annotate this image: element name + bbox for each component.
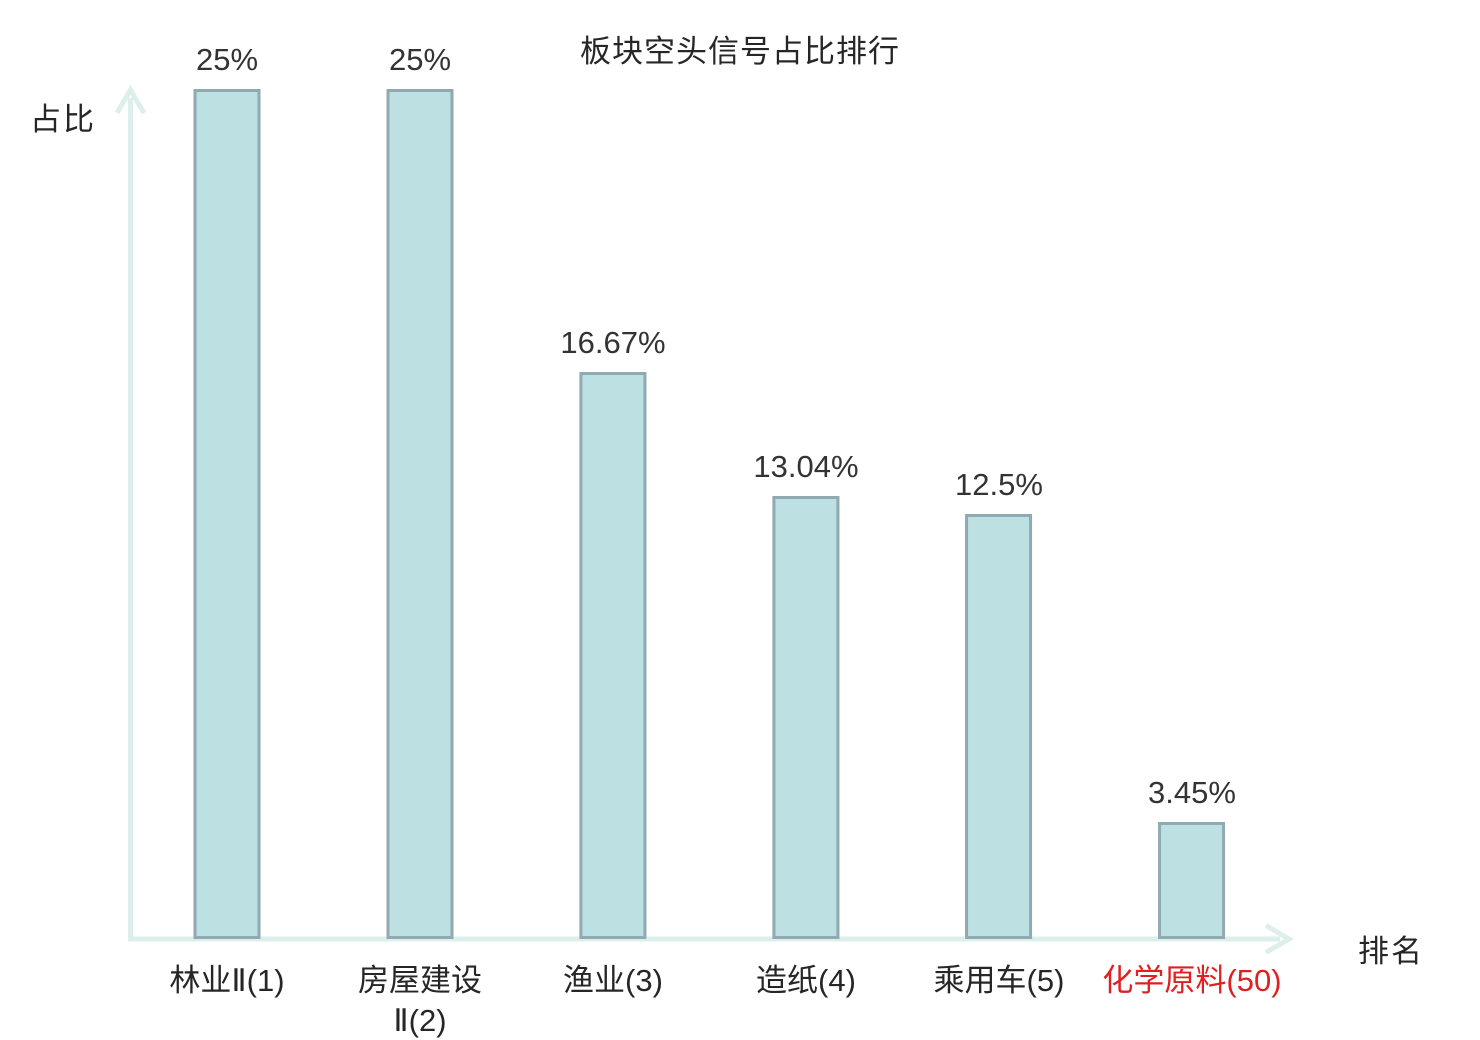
bar-value-label: 13.04% [753,449,859,484]
bar-group: 25% 房屋建设 Ⅱ(2) [358,42,482,1038]
bar-value-label: 25% [388,42,452,77]
bar-value-label: 3.45% [1148,775,1236,810]
x-axis-arrow-icon [1264,923,1294,955]
bar-category-label: 林业Ⅱ(1) [169,963,285,998]
plot-area: 25% 林业Ⅱ(1) 25% 房屋建设 Ⅱ(2) 16.67% 渔业(3) 13… [169,42,1281,1038]
x-axis-label: 排名 [1358,934,1424,969]
bar-category-label: 造纸(4) [756,963,856,998]
bar [772,496,840,939]
bar-group: 25% 林业Ⅱ(1) [169,42,284,998]
bar [965,514,1033,939]
bar-value-label: 25% [195,42,259,77]
bar-group: 12.5% 乘用车(5) [934,467,1065,998]
bar [193,89,261,939]
chart-title: 板块空头信号占比排行 [580,34,900,69]
bar-category-label: 房屋建设 Ⅱ(2) [358,963,482,1038]
bar-category-label: 化学原料(50) [1102,963,1282,998]
bar [1158,822,1226,939]
bar-category-label: 渔业(3) [563,963,663,998]
bar-group: 16.67% 渔业(3) [560,325,666,998]
bar-group: 13.04% 造纸(4) [753,449,859,998]
bar [386,89,454,939]
y-axis-arrow-icon [114,85,147,115]
bar-category-label: 乘用车(5) [933,963,1065,998]
y-axis-label: 占比 [30,102,96,137]
bar [579,372,647,939]
bar-group: 3.45% 化学原料(50) [1102,775,1281,998]
bar-value-label: 12.5% [955,467,1043,502]
bar-value-label: 16.67% [560,325,666,360]
